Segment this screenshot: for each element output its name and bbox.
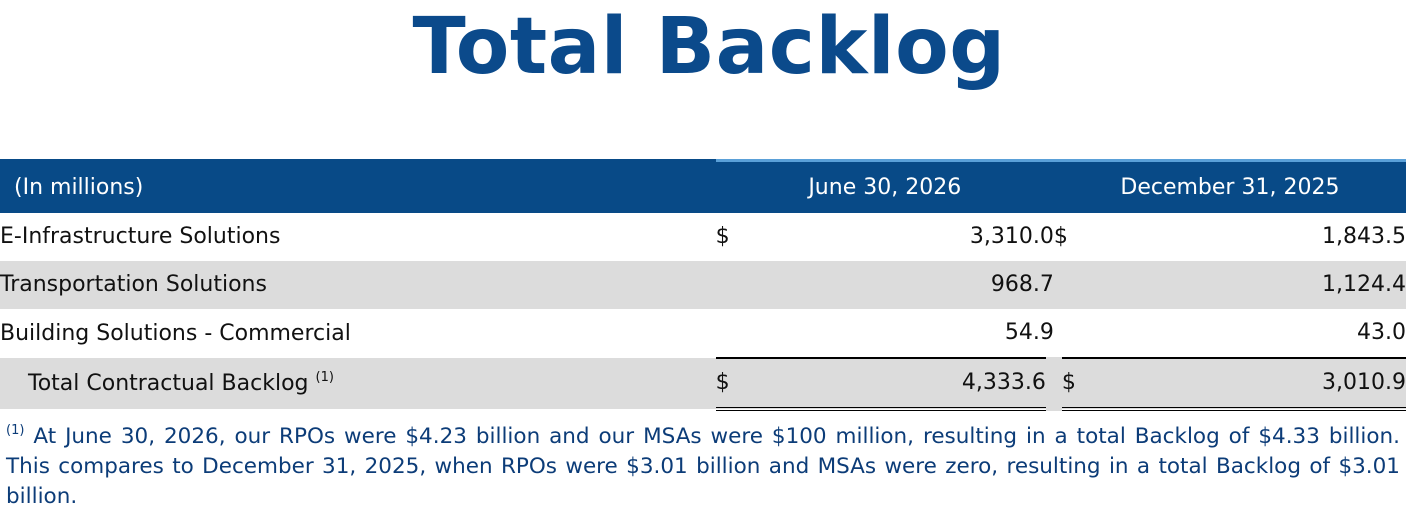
value-june-2026: 968.7 (990, 272, 1054, 297)
footnote-reference: (1) (315, 370, 334, 385)
value-june-2026: 54.9 (1004, 320, 1054, 345)
table-row: Building Solutions - Commercial 54.9 43.… (0, 309, 1406, 358)
currency-symbol (716, 309, 746, 358)
value-june-2026: 3,310.0 (969, 224, 1054, 249)
currency-symbol (1054, 261, 1092, 309)
page-title: Total Backlog (412, 2, 1006, 92)
backlog-table: (In millions) June 30, 2026 December 31,… (0, 159, 1406, 411)
table-row: E-Infrastructure Solutions $ 3,310.0 $ 1… (0, 213, 1406, 261)
value-december-2025: 43.0 (1357, 320, 1406, 345)
total-row: Total Contractual Backlog (1) $ 4,333.6 … (0, 356, 1406, 411)
total-december-2025: 3,010.9 (1091, 356, 1406, 411)
table-header-row: (In millions) June 30, 2026 December 31,… (0, 159, 1406, 213)
currency-symbol: $ (1045, 356, 1092, 411)
value-december-2025: 1,843.5 (1322, 224, 1406, 249)
currency-symbol: $ (1053, 224, 1068, 249)
header-june-2026: June 30, 2026 (715, 159, 1054, 213)
header-december-2025: December 31, 2025 (1053, 159, 1406, 213)
total-label-text: Total Contractual Backlog (28, 371, 309, 396)
currency-symbol: $ (715, 224, 730, 249)
footnote-text: At June 30, 2026, our RPOs were $4.23 bi… (6, 424, 1400, 509)
value-december-2025: 1,124.4 (1322, 272, 1406, 297)
header-label: (In millions) (0, 159, 716, 213)
table-row: Transportation Solutions 968.7 1,124.4 (0, 260, 1406, 309)
row-label: Transportation Solutions (0, 272, 267, 297)
currency-symbol (1054, 309, 1092, 358)
row-label: E-Infrastructure Solutions (0, 224, 281, 249)
footnote: (1) At June 30, 2026, our RPOs were $4.2… (6, 416, 1400, 512)
row-label: Building Solutions - Commercial (0, 320, 351, 346)
currency-symbol: $ (715, 356, 746, 411)
footnote-marker: (1) (6, 423, 25, 438)
currency-symbol (716, 261, 746, 309)
total-label: Total Contractual Backlog (1) (0, 358, 716, 409)
total-june-2026: 4,333.6 (745, 356, 1054, 411)
